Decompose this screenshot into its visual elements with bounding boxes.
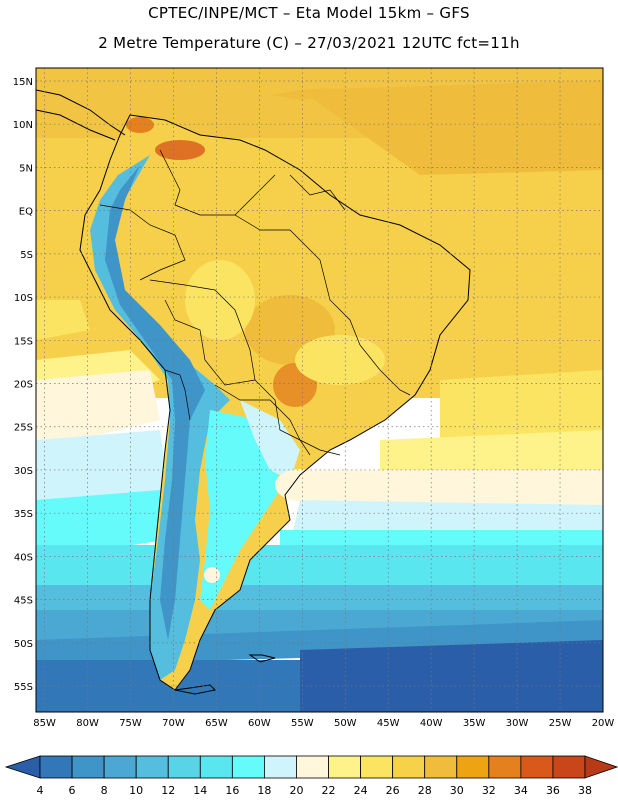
- lon-label: 75W: [119, 718, 142, 729]
- legend-swatch: [456, 755, 490, 779]
- lon-label: 40W: [420, 718, 443, 729]
- legend-swatch: [71, 755, 105, 779]
- legend-tick-label: 12: [161, 784, 175, 797]
- latitude-axis: 15N 10N 5N EQ 5S 10S 15S 20S 25S 30S 35S 40S 45S 50S 5…: [13, 77, 33, 693]
- legend-swatch: [392, 755, 426, 779]
- lat-label: 10N: [13, 120, 33, 131]
- chart-subtitle: 2 Metre Temperature (C) – 27/03/2021 12U…: [98, 34, 520, 52]
- lat-label: 5S: [20, 250, 33, 261]
- legend-swatch: [199, 755, 233, 779]
- lon-label: 50W: [334, 718, 357, 729]
- legend-swatch: [488, 755, 522, 779]
- legend-swatch: [552, 755, 586, 779]
- lat-label: 55S: [14, 682, 33, 693]
- legend-tick-label: 6: [69, 784, 76, 797]
- lon-label: 20W: [592, 718, 615, 729]
- legend-tick-label: 32: [482, 784, 496, 797]
- lat-label: 10S: [14, 293, 33, 304]
- legend-swatch: [328, 755, 361, 779]
- lat-label: 50S: [14, 639, 33, 650]
- lon-label: 30W: [506, 718, 529, 729]
- legend-tick-label: 38: [578, 784, 592, 797]
- legend-swatch: [360, 755, 394, 779]
- lat-label: 25S: [14, 423, 33, 434]
- andes-cold-belt: [90, 155, 230, 680]
- legend-tick-label: 30: [450, 784, 464, 797]
- lat-label: 30S: [14, 466, 33, 477]
- legend-tick-label: 8: [101, 784, 108, 797]
- lon-label: 60W: [248, 718, 271, 729]
- lon-label: 70W: [162, 718, 185, 729]
- legend-tick-label: 26: [386, 784, 400, 797]
- legend-swatch: [424, 755, 458, 779]
- legend-swatch: [135, 755, 169, 779]
- lat-label: 40S: [14, 552, 33, 563]
- legend-swatch: [520, 755, 554, 779]
- legend-swatch: [264, 755, 297, 779]
- legend-swatch: [231, 755, 265, 779]
- chart-title: CPTEC/INPE/MCT – Eta Model 15km – GFS: [148, 4, 470, 22]
- lat-label: 15N: [13, 77, 33, 88]
- legend-tick-label: 10: [129, 784, 143, 797]
- lon-label: 35W: [463, 718, 486, 729]
- legend-swatch: [167, 755, 201, 779]
- legend-tick-label: 16: [225, 784, 239, 797]
- legend-tick-label: 4: [37, 784, 44, 797]
- lat-label: 15S: [14, 336, 33, 347]
- lat-label: 45S: [14, 596, 33, 607]
- lon-label: 45W: [377, 718, 400, 729]
- lon-label: 65W: [205, 718, 228, 729]
- lat-label: 35S: [14, 509, 33, 520]
- lat-label: EQ: [19, 207, 33, 218]
- temperature-field: [36, 68, 603, 712]
- lon-label: 25W: [549, 718, 572, 729]
- country-borders: [99, 149, 411, 456]
- legend-arrow-high: [584, 755, 618, 779]
- graticule: [36, 68, 603, 712]
- legend-tick-label: 20: [289, 784, 303, 797]
- legend-tick-label: 28: [418, 784, 432, 797]
- legend-swatch: [103, 755, 137, 779]
- legend-tick-label: 18: [257, 784, 271, 797]
- legend-tick-label: 22: [322, 784, 336, 797]
- lat-label: 20S: [14, 380, 33, 391]
- longitude-axis: 85W 80W 75W 70W 65W 60W 55W 50W 45W 40W 35W 30W 25W 2…: [33, 718, 614, 729]
- lon-label: 85W: [33, 718, 56, 729]
- map-frame: [35, 67, 604, 713]
- legend-tick-label: 36: [546, 784, 560, 797]
- lat-label: 5N: [19, 163, 33, 174]
- legend-arrow-low: [4, 755, 41, 779]
- coastlines: [36, 89, 471, 695]
- lon-label: 80W: [76, 718, 99, 729]
- legend-swatch: [296, 755, 329, 779]
- color-legend: 4 6 8 10 12 14 16 18 20 22 24 26 28 30 32 34 36 38: [4, 755, 618, 797]
- lon-label: 55W: [291, 718, 314, 729]
- legend-tick-label: 14: [193, 784, 207, 797]
- legend-swatch: [39, 755, 73, 779]
- legend-tick-label: 34: [514, 784, 528, 797]
- legend-tick-label: 24: [354, 784, 368, 797]
